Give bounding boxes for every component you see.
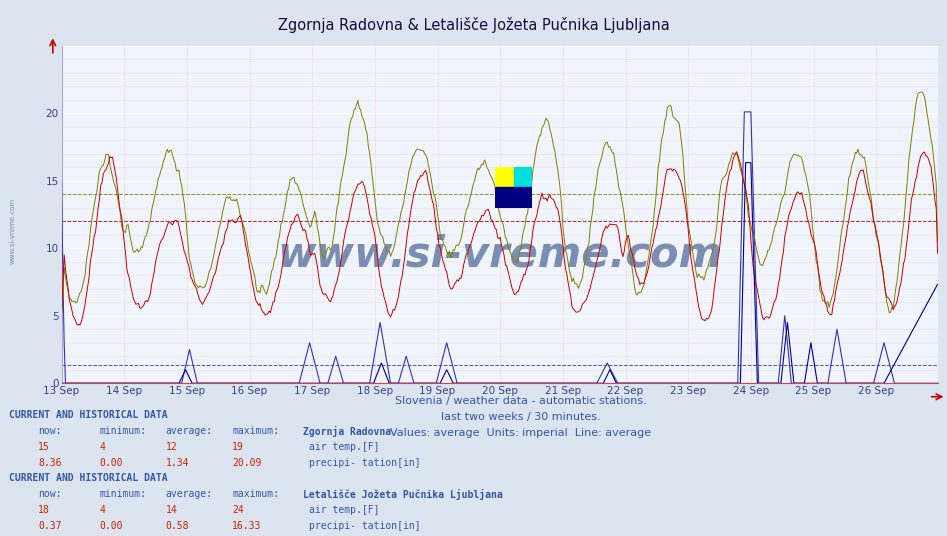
Bar [513, 167, 532, 188]
Text: air temp.[F]: air temp.[F] [309, 505, 379, 515]
Text: maximum:: maximum: [232, 426, 279, 436]
Text: 15: 15 [38, 442, 49, 452]
Text: www.si-vreme.com: www.si-vreme.com [277, 234, 722, 276]
Text: average:: average: [166, 426, 213, 436]
Text: 8.36: 8.36 [38, 458, 62, 468]
Text: 14: 14 [166, 505, 177, 515]
Text: precipi- tation[in]: precipi- tation[in] [309, 521, 420, 531]
Text: CURRENT AND HISTORICAL DATA: CURRENT AND HISTORICAL DATA [9, 410, 169, 420]
Text: 1.34: 1.34 [166, 458, 189, 468]
Text: 0.00: 0.00 [99, 521, 123, 531]
Text: 0.00: 0.00 [99, 458, 123, 468]
Text: maximum:: maximum: [232, 489, 279, 499]
Text: 0.58: 0.58 [166, 521, 189, 531]
Text: air temp.[F]: air temp.[F] [309, 442, 379, 452]
Text: Slovenia / weather data - automatic stations.: Slovenia / weather data - automatic stat… [395, 396, 647, 406]
Text: 18: 18 [38, 505, 49, 515]
Text: Values: average  Units: imperial  Line: average: Values: average Units: imperial Line: av… [390, 428, 652, 438]
Text: CURRENT AND HISTORICAL DATA: CURRENT AND HISTORICAL DATA [9, 473, 169, 483]
Text: 24: 24 [232, 505, 243, 515]
Text: minimum:: minimum: [99, 489, 147, 499]
Text: 4: 4 [99, 442, 105, 452]
Text: 19: 19 [232, 442, 243, 452]
Text: 0.37: 0.37 [38, 521, 62, 531]
Text: minimum:: minimum: [99, 426, 147, 436]
Text: average:: average: [166, 489, 213, 499]
Text: Letališče Jožeta Pučnika Ljubljana: Letališče Jožeta Pučnika Ljubljana [303, 489, 503, 500]
Text: now:: now: [38, 489, 62, 499]
Bar [495, 167, 513, 188]
Bar [495, 188, 532, 207]
Text: precipi- tation[in]: precipi- tation[in] [309, 458, 420, 468]
Text: Zgornja Radovna & Letališče Jožeta Pučnika Ljubljana: Zgornja Radovna & Letališče Jožeta Pučni… [277, 17, 670, 33]
Text: now:: now: [38, 426, 62, 436]
Text: 12: 12 [166, 442, 177, 452]
Text: www.si-vreme.com: www.si-vreme.com [9, 197, 15, 264]
Text: last two weeks / 30 minutes.: last two weeks / 30 minutes. [441, 412, 600, 422]
Text: 16.33: 16.33 [232, 521, 261, 531]
Text: 4: 4 [99, 505, 105, 515]
Text: Zgornja Radovna: Zgornja Radovna [303, 426, 391, 437]
Text: 20.09: 20.09 [232, 458, 261, 468]
